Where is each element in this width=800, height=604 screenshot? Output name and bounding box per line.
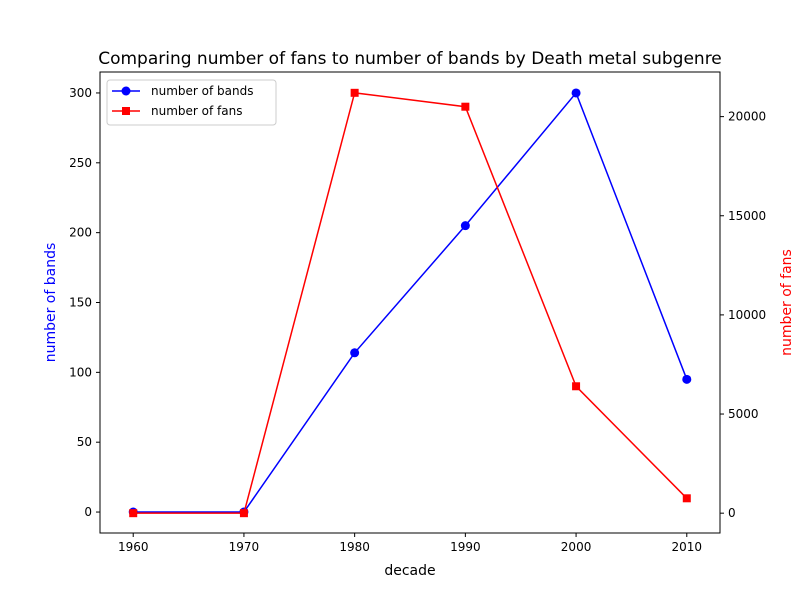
x-tick-label: 2000: [561, 540, 592, 554]
x-axis-label: decade: [384, 563, 435, 579]
x-tick-label: 1970: [229, 540, 260, 554]
left-y-tick-label: 200: [69, 226, 92, 240]
right-y-tick-label: 20000: [728, 110, 766, 124]
left-y-tick-label: 300: [69, 86, 92, 100]
right-y-tick-label: 0: [728, 506, 736, 520]
left-y-tick-label: 100: [69, 365, 92, 379]
data-point-number-of-bands: [571, 88, 581, 98]
axes-layer: 1960 1970 1980 1990 2000 2010 0 50 100 150 200 250 3…: [69, 71, 766, 554]
legend-box: [106, 79, 277, 126]
data-point-number-of-bands: [350, 348, 360, 358]
data-point-number-of-fans: [461, 102, 470, 111]
legend: number of bands number of fans: [106, 79, 277, 126]
data-point-number-of-fans: [239, 509, 248, 518]
right-y-tick-label: 15000: [728, 209, 766, 223]
x-tick-label: 1990: [450, 540, 481, 554]
series-line-number-of-bands: [133, 91, 688, 513]
legend-marker-bands: [121, 86, 131, 96]
left-y-axis-label: number of bands: [43, 243, 59, 363]
series-line-number-of-fans: [133, 91, 688, 514]
data-point-number-of-fans: [572, 382, 581, 391]
data-point-number-of-fans: [682, 494, 691, 503]
legend-marker-fans: [122, 107, 130, 115]
left-y-tick-label: 0: [84, 505, 92, 519]
data-point-number-of-fans: [350, 88, 359, 97]
data-point-number-of-bands: [682, 374, 692, 384]
data-point-number-of-fans: [129, 509, 138, 518]
x-tick-label: 1960: [118, 540, 149, 554]
right-y-axis-label: number of fans: [779, 249, 795, 356]
x-tick-label: 1980: [339, 540, 370, 554]
right-y-tick-label: 5000: [728, 407, 759, 421]
right-y-tick-label: 10000: [728, 308, 766, 322]
left-y-tick-label: 250: [69, 156, 92, 170]
chart-title: Comparing number of fans to number of ba…: [98, 49, 722, 69]
legend-label-fans: number of fans: [151, 104, 242, 118]
data-point-number-of-bands: [460, 221, 470, 231]
legend-label-bands: number of bands: [151, 84, 253, 98]
plot-layer: [128, 88, 692, 518]
left-y-tick-label: 150: [69, 296, 92, 310]
left-y-tick-label: 50: [77, 435, 92, 449]
x-tick-label: 2010: [672, 540, 703, 554]
